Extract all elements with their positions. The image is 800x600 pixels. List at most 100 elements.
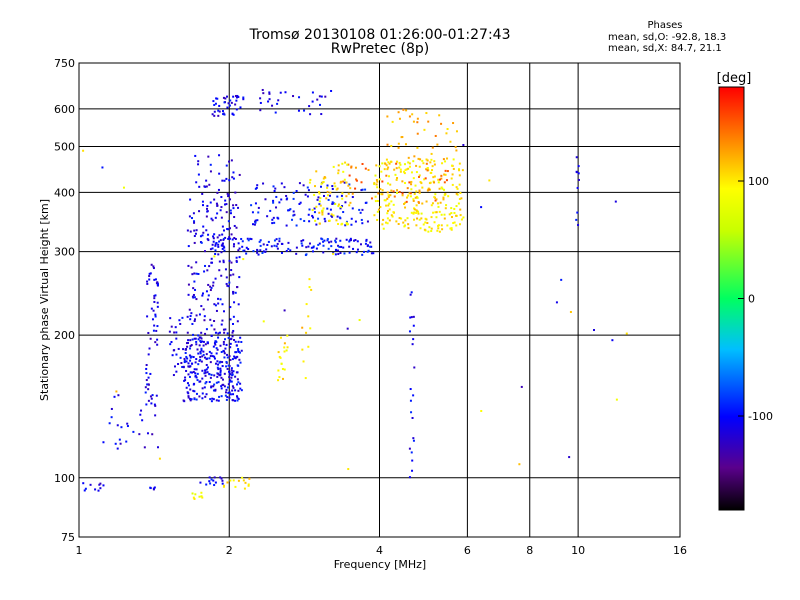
data-point: [455, 186, 458, 189]
data-point: [236, 320, 239, 323]
data-point: [206, 366, 209, 369]
data-point: [101, 166, 104, 169]
data-point: [438, 178, 441, 181]
data-point: [152, 309, 155, 312]
data-point: [420, 212, 423, 215]
data-point: [259, 244, 262, 247]
data-point: [214, 102, 217, 105]
data-point: [410, 180, 413, 183]
data-point: [232, 204, 235, 207]
x-tick-label: 6: [464, 544, 471, 557]
data-point: [274, 187, 277, 190]
data-point: [425, 168, 428, 171]
data-point: [331, 187, 334, 190]
data-point: [256, 219, 259, 222]
data-point: [184, 352, 187, 355]
data-point: [230, 261, 233, 264]
data-point: [335, 219, 338, 222]
data-point: [222, 485, 225, 488]
data-point: [180, 361, 183, 364]
data-point: [289, 208, 292, 211]
data-point: [237, 303, 240, 306]
data-point: [426, 222, 429, 225]
data-point: [228, 355, 231, 358]
data-point: [331, 185, 334, 188]
data-point: [337, 203, 340, 206]
data-point: [189, 315, 192, 318]
data-point: [209, 318, 212, 321]
data-point: [265, 248, 268, 251]
data-point: [193, 398, 196, 401]
data-point: [366, 245, 369, 248]
data-point: [156, 301, 159, 304]
data-point: [348, 240, 351, 243]
data-point: [228, 179, 231, 182]
data-point: [350, 217, 353, 220]
data-point: [386, 217, 389, 220]
data-point: [410, 188, 413, 191]
data-point: [319, 185, 322, 188]
data-point: [337, 205, 340, 208]
data-point: [369, 241, 372, 244]
data-point: [226, 332, 229, 335]
data-point: [234, 237, 237, 240]
data-point: [423, 228, 426, 231]
data-point: [320, 95, 323, 98]
data-point: [200, 241, 203, 244]
data-point: [192, 293, 195, 296]
data-point: [246, 237, 249, 240]
data-point: [219, 209, 222, 212]
data-point: [391, 215, 394, 218]
data-point: [122, 186, 125, 189]
data-point: [458, 223, 461, 226]
data-point: [232, 113, 235, 116]
data-point: [397, 111, 400, 114]
data-point: [433, 175, 436, 178]
data-point: [237, 96, 240, 99]
data-point: [234, 291, 237, 294]
data-point: [298, 96, 301, 99]
data-point: [214, 249, 217, 252]
data-point: [232, 329, 235, 332]
data-point: [237, 347, 240, 350]
data-point: [197, 173, 200, 176]
data-point: [215, 352, 218, 355]
data-point: [191, 338, 194, 341]
data-point: [264, 198, 267, 201]
data-point: [201, 387, 204, 390]
data-point: [225, 177, 228, 180]
data-point: [225, 398, 228, 401]
data-point: [321, 181, 324, 184]
data-point: [213, 114, 216, 117]
data-point: [444, 173, 447, 176]
data-point: [175, 337, 178, 340]
data-point: [342, 246, 345, 249]
data-point: [197, 160, 200, 163]
data-point: [190, 344, 193, 347]
data-point: [430, 158, 433, 161]
data-point: [381, 162, 384, 165]
data-point: [189, 399, 192, 402]
data-point: [343, 181, 346, 184]
data-point: [229, 209, 232, 212]
data-point: [279, 336, 282, 339]
data-point: [428, 226, 431, 229]
data-point: [264, 250, 267, 253]
data-point: [194, 337, 197, 340]
data-point: [193, 390, 196, 393]
data-point: [396, 189, 399, 192]
data-point: [215, 347, 218, 350]
data-point: [204, 343, 207, 346]
data-point: [181, 365, 184, 368]
data-point: [199, 235, 202, 238]
data-point: [425, 162, 428, 165]
data-point: [236, 399, 239, 402]
data-point: [152, 329, 155, 332]
data-point: [409, 192, 412, 195]
data-point: [421, 159, 424, 162]
data-point: [213, 374, 216, 377]
data-point: [459, 214, 462, 217]
data-point: [341, 162, 344, 165]
data-point: [220, 274, 223, 277]
data-point: [439, 201, 442, 204]
